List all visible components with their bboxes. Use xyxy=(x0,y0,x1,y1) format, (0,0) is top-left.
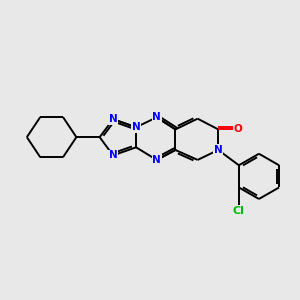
Text: N: N xyxy=(152,112,161,122)
Text: N: N xyxy=(214,145,223,155)
Text: N: N xyxy=(109,114,117,124)
Text: N: N xyxy=(109,150,117,161)
Text: N: N xyxy=(152,155,161,165)
Text: N: N xyxy=(132,122,140,132)
Text: Cl: Cl xyxy=(233,206,245,216)
Text: O: O xyxy=(233,124,242,134)
